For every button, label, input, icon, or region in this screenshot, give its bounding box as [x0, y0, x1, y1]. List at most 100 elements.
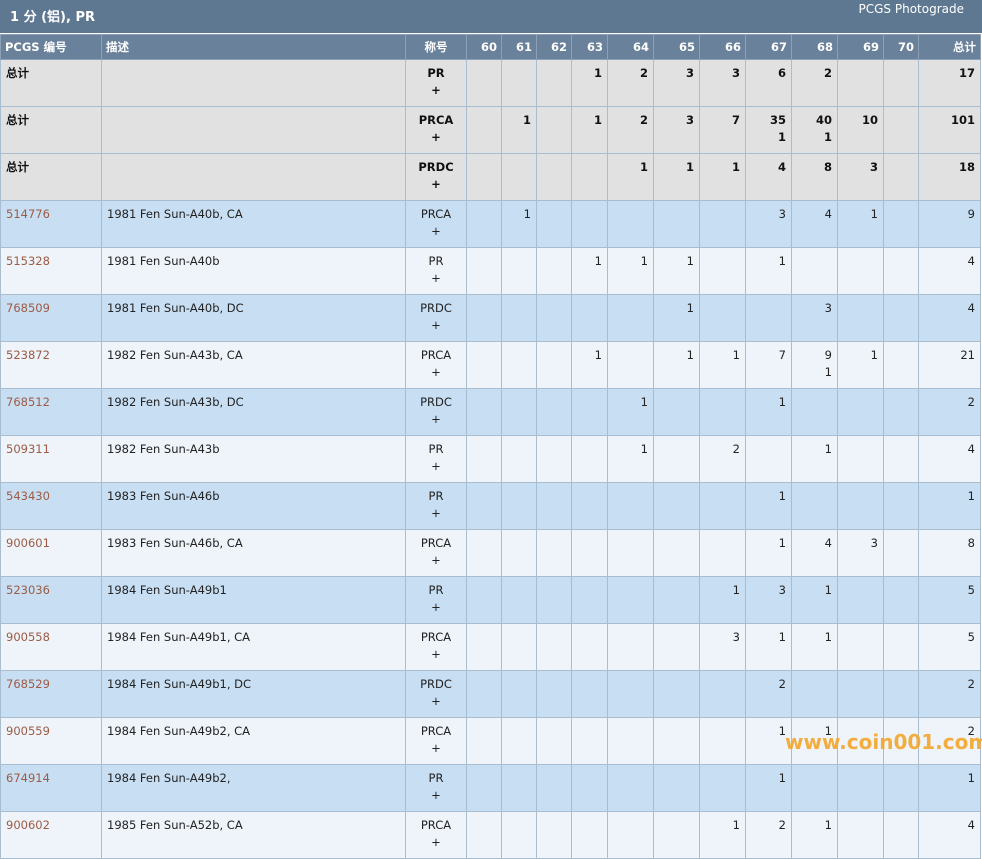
pcgs-code-link[interactable]: 543430 — [6, 489, 50, 503]
grade-cell: 1 — [791, 576, 838, 624]
grade-cell — [653, 388, 700, 436]
designation: PR — [428, 583, 444, 597]
table-row: 515328 1981 Fen Sun-A40b PR +1 1 1 1 4 — [0, 247, 981, 295]
grade-cell — [883, 153, 919, 201]
designation-cell: PRCA + — [405, 717, 467, 765]
pcgs-code-link[interactable]: 674914 — [6, 771, 50, 785]
grade-cell — [837, 623, 884, 671]
total: 5 — [967, 630, 975, 644]
description: 1981 Fen Sun-A40b — [107, 254, 220, 268]
title-bar: 1 分 (铝), PR PCGS Photograde — [0, 0, 982, 33]
description: 1985 Fen Sun-A52b, CA — [107, 818, 243, 832]
grade-cell — [699, 388, 746, 436]
column-header: 65 — [653, 34, 700, 60]
grade-cell — [837, 764, 884, 812]
header-row: PCGS 编号 描述 称号 60 61 62 63 64 65 66 67 68 69 70 总计 — [0, 34, 981, 60]
grade-cell: 1 — [607, 247, 654, 295]
grade-cell: 8 — [791, 153, 838, 201]
pcgs-code-link[interactable]: 509311 — [6, 442, 50, 456]
grade-count: 1 — [686, 348, 694, 362]
designation: PRCA — [420, 818, 452, 832]
grade-cell — [571, 623, 608, 671]
designation-cell: PRDC + — [405, 153, 467, 201]
pcgs-code-link[interactable]: 768509 — [6, 301, 50, 315]
description-cell: 1982 Fen Sun-A43b, CA — [101, 341, 406, 389]
pcgs-code-link[interactable]: 900558 — [6, 630, 50, 644]
grade-cell — [837, 388, 884, 436]
description-cell — [101, 153, 406, 201]
table-row: 900602 1985 Fen Sun-A52b, CA PRCA +1 2 1 4 — [0, 811, 981, 859]
total-cell: 4 — [918, 811, 981, 859]
grade-cell: 1 — [745, 247, 792, 295]
grade-cell — [536, 153, 572, 201]
grade-cell — [653, 435, 700, 483]
grade-cell — [883, 294, 919, 342]
grade-cell — [653, 482, 700, 530]
column-header: 66 — [699, 34, 746, 60]
total-cell: 18 — [918, 153, 981, 201]
page-title: 1 分 (铝), PR — [10, 10, 95, 25]
grade-cell — [791, 388, 838, 436]
grade-cell — [571, 482, 608, 530]
grade-cell — [501, 717, 537, 765]
pcgs-code-link[interactable]: 523036 — [6, 583, 50, 597]
grade-cell — [466, 200, 502, 248]
description-cell: 1983 Fen Sun-A46b, CA — [101, 529, 406, 577]
grade-cell — [466, 294, 502, 342]
designation-cell: PRCA + — [405, 106, 467, 154]
designation-cell: PRDC + — [405, 670, 467, 718]
pcgs-code-link[interactable]: 768529 — [6, 677, 50, 691]
grade-cell: 7 — [699, 106, 746, 154]
plus-mark: + — [431, 412, 441, 426]
pcgs-code-link[interactable]: 768512 — [6, 395, 50, 409]
pcgs-code-link[interactable]: 900601 — [6, 536, 50, 550]
grade-cell: 40 1 — [791, 106, 838, 154]
grade-cell — [536, 247, 572, 295]
plus-mark: + — [431, 365, 441, 379]
code-cell: 900558 — [0, 623, 102, 671]
grade-count: 3 — [732, 630, 740, 644]
pcgs-code-link[interactable]: 900559 — [6, 724, 50, 738]
total-cell: 4 — [918, 435, 981, 483]
description: 1984 Fen Sun-A49b2, CA — [107, 724, 251, 738]
designation: PR — [428, 442, 444, 456]
grade-cell: 1 — [571, 106, 608, 154]
grade-cell: 1 — [699, 576, 746, 624]
table-row: 509311 1982 Fen Sun-A43b PR +1 2 1 4 — [0, 435, 981, 483]
grade-cell: 1 — [745, 482, 792, 530]
plus-mark: + — [431, 459, 441, 473]
total-cell: 9 — [918, 200, 981, 248]
grade-cell — [883, 717, 919, 765]
grade-cell — [699, 717, 746, 765]
grade-cell: 3 — [837, 153, 884, 201]
grade-count: 2 — [778, 818, 786, 832]
grade-count: 1 — [594, 348, 602, 362]
pcgs-code-link[interactable]: 515328 — [6, 254, 50, 268]
grade-cell — [536, 59, 572, 107]
grade-cell — [466, 811, 502, 859]
designation: PR — [428, 489, 444, 503]
grade-count: 1 — [777, 130, 786, 144]
code-cell: 总计 — [0, 153, 102, 201]
grade-count: 7 — [778, 348, 786, 362]
grade-count: 1 — [732, 583, 740, 597]
pcgs-code-link[interactable]: 523872 — [6, 348, 50, 362]
grade-count: 3 — [778, 583, 786, 597]
description: 1984 Fen Sun-A49b1 — [107, 583, 227, 597]
description-cell: 1984 Fen Sun-A49b2, — [101, 764, 406, 812]
table-row: 900601 1983 Fen Sun-A46b, CA PRCA +1 4 3 8 — [0, 529, 981, 577]
description-cell: 1982 Fen Sun-A43b, DC — [101, 388, 406, 436]
grade-count: 1 — [778, 489, 786, 503]
column-header: 68 — [791, 34, 838, 60]
grade-cell — [883, 106, 919, 154]
grade-cell — [466, 670, 502, 718]
column-header: 64 — [607, 34, 654, 60]
column-header: 63 — [571, 34, 608, 60]
grade-cell — [536, 341, 572, 389]
photograde-link[interactable]: PCGS Photograde — [858, 2, 964, 16]
grade-count: 1 — [732, 348, 740, 362]
pcgs-code-link[interactable]: 900602 — [6, 818, 50, 832]
grade-cell — [607, 623, 654, 671]
designation-cell: PR + — [405, 247, 467, 295]
pcgs-code-link[interactable]: 514776 — [6, 207, 50, 221]
